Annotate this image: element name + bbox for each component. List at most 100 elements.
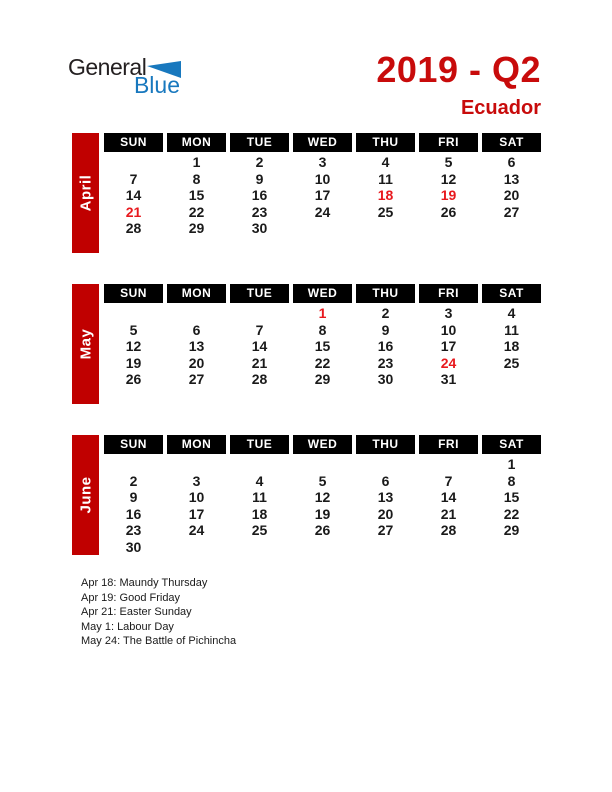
date-cell: 8 bbox=[318, 321, 327, 338]
empty-cell bbox=[356, 456, 415, 473]
month-label: April bbox=[77, 174, 94, 212]
empty-cell bbox=[167, 456, 226, 473]
date-cell: 7 bbox=[255, 321, 264, 338]
date-cell: 9 bbox=[129, 489, 138, 506]
date-cell: 13 bbox=[188, 338, 205, 355]
date-cell: 9 bbox=[381, 321, 390, 338]
empty-cell bbox=[419, 220, 478, 237]
empty-cell bbox=[104, 237, 163, 254]
date-cell: 22 bbox=[503, 505, 520, 522]
date-cell: 19 bbox=[314, 505, 331, 522]
empty-cell bbox=[104, 305, 163, 322]
empty-cell bbox=[293, 237, 352, 254]
date-cell: 23 bbox=[251, 203, 268, 220]
date-cell: 14 bbox=[125, 187, 142, 204]
date-cell: 28 bbox=[125, 220, 142, 237]
empty-cell bbox=[230, 539, 289, 556]
date-cell: 16 bbox=[377, 338, 394, 355]
date-cell: 28 bbox=[251, 371, 268, 388]
empty-cell bbox=[293, 456, 352, 473]
date-cell: 15 bbox=[314, 338, 331, 355]
date-cell: 3 bbox=[444, 305, 453, 321]
empty-cell bbox=[356, 539, 415, 556]
empty-cell bbox=[167, 539, 226, 556]
date-cell-holiday: 21 bbox=[125, 203, 142, 220]
date-cell: 21 bbox=[440, 505, 457, 522]
date-cell: 26 bbox=[125, 371, 142, 388]
empty-cell bbox=[419, 237, 478, 254]
date-cell: 29 bbox=[314, 371, 331, 388]
date-cell: 17 bbox=[314, 187, 331, 204]
date-cell: 4 bbox=[255, 472, 264, 489]
date-cell: 6 bbox=[192, 321, 201, 338]
empty-cell bbox=[482, 539, 541, 556]
date-cell: 14 bbox=[440, 489, 457, 506]
empty-cell bbox=[230, 456, 289, 473]
date-cell: 7 bbox=[129, 170, 138, 187]
month-label-bar: May bbox=[72, 284, 99, 404]
month-label-bar: April bbox=[72, 133, 99, 253]
date-cell: 2 bbox=[129, 472, 138, 489]
empty-cell bbox=[482, 237, 541, 254]
date-cell: 31 bbox=[440, 371, 457, 388]
empty-cell bbox=[482, 371, 541, 388]
empty-cell bbox=[167, 237, 226, 254]
page-title: 2019 - Q2 bbox=[376, 49, 541, 90]
date-cell: 26 bbox=[440, 203, 457, 220]
date-cell-holiday: 18 bbox=[377, 187, 394, 204]
weekday-header-wed: WED bbox=[293, 133, 352, 152]
date-cell: 26 bbox=[314, 522, 331, 539]
date-cell: 7 bbox=[444, 472, 453, 489]
empty-cell bbox=[356, 220, 415, 237]
date-cell: 1 bbox=[192, 154, 201, 170]
date-cell: 6 bbox=[381, 472, 390, 489]
weekday-header-tue: TUE bbox=[230, 133, 289, 152]
date-cell: 30 bbox=[251, 220, 268, 237]
date-cell-holiday: 24 bbox=[440, 354, 457, 371]
logo-text-general: General bbox=[68, 54, 147, 80]
date-cell: 25 bbox=[251, 522, 268, 539]
calendar-months: April SUN MON TUE WED THU FRI SAT 1 2 3 4 5 6 7 8 9 10 1… bbox=[72, 133, 541, 555]
date-cell: 27 bbox=[377, 522, 394, 539]
weekday-header-row: SUN MON TUE WED THU FRI SAT bbox=[104, 284, 541, 303]
date-cell: 12 bbox=[440, 170, 457, 187]
weekday-header-thu: THU bbox=[356, 284, 415, 303]
date-cell: 5 bbox=[444, 154, 453, 170]
date-cell: 6 bbox=[507, 154, 516, 170]
month-table: SUN MON TUE WED THU FRI SAT 1 2 3 4 5 6 7 8 9 10 11 12 13 1… bbox=[104, 435, 541, 556]
date-cell: 3 bbox=[318, 154, 327, 170]
month-june: June SUN MON TUE WED THU FRI SAT 1 2 3 4 5 6 7 8 9 10 11… bbox=[72, 435, 541, 555]
date-cell: 25 bbox=[503, 354, 520, 371]
empty-cell bbox=[293, 220, 352, 237]
weekday-header-thu: THU bbox=[356, 133, 415, 152]
date-cell: 5 bbox=[129, 321, 138, 338]
weekday-header-row: SUN MON TUE WED THU FRI SAT bbox=[104, 435, 541, 454]
date-cell: 12 bbox=[314, 489, 331, 506]
weekday-header-sat: SAT bbox=[482, 435, 541, 454]
month-label: June bbox=[77, 476, 94, 514]
weekday-header-sun: SUN bbox=[104, 133, 163, 152]
weekday-header-row: SUN MON TUE WED THU FRI SAT bbox=[104, 133, 541, 152]
date-cell: 2 bbox=[381, 305, 390, 321]
date-cell: 10 bbox=[440, 321, 457, 338]
weekday-header-wed: WED bbox=[293, 435, 352, 454]
date-cell: 27 bbox=[503, 203, 520, 220]
date-cell-holiday: 1 bbox=[318, 305, 327, 321]
weekday-header-wed: WED bbox=[293, 284, 352, 303]
date-cell: 22 bbox=[314, 354, 331, 371]
weekday-header-fri: FRI bbox=[419, 435, 478, 454]
date-cell: 4 bbox=[381, 154, 390, 170]
date-cell: 28 bbox=[440, 522, 457, 539]
date-cell: 15 bbox=[188, 187, 205, 204]
empty-cell bbox=[230, 237, 289, 254]
date-cell: 20 bbox=[503, 187, 520, 204]
date-cell: 3 bbox=[192, 472, 201, 489]
date-cell: 10 bbox=[188, 489, 205, 506]
weekday-header-mon: MON bbox=[167, 284, 226, 303]
weekday-header-thu: THU bbox=[356, 435, 415, 454]
empty-cell bbox=[419, 539, 478, 556]
date-cell: 8 bbox=[507, 472, 516, 489]
date-cell: 20 bbox=[188, 354, 205, 371]
date-cell: 5 bbox=[318, 472, 327, 489]
empty-cell bbox=[293, 388, 352, 405]
